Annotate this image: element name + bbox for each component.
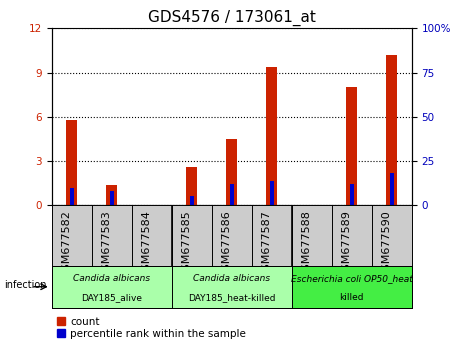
Text: GSM677589: GSM677589 [342,210,352,278]
Title: GDS4576 / 173061_at: GDS4576 / 173061_at [148,9,316,25]
Text: GSM677587: GSM677587 [262,210,272,278]
Bar [110,191,114,205]
Bar [70,188,74,205]
Bar [226,139,237,205]
Text: GSM677584: GSM677584 [142,210,152,278]
Text: GSM677583: GSM677583 [102,210,112,278]
Bar [266,67,277,205]
Bar [386,55,397,205]
Text: GSM677590: GSM677590 [382,210,392,278]
Bar [390,173,394,205]
Legend: count, percentile rank within the sample: count, percentile rank within the sample [57,317,247,339]
Text: Candida albicans: Candida albicans [73,274,150,283]
Text: GSM677586: GSM677586 [222,210,232,278]
Text: GSM677582: GSM677582 [62,210,72,278]
Text: Escherichia coli OP50_heat: Escherichia coli OP50_heat [291,274,413,283]
Bar [292,266,412,308]
Bar [230,184,234,205]
Text: infection: infection [4,280,47,290]
Bar [172,266,292,308]
Text: GSM677585: GSM677585 [182,210,192,278]
Bar [186,167,198,205]
Text: killed: killed [339,293,364,302]
Text: GSM677588: GSM677588 [302,210,312,278]
Bar [52,266,172,308]
Bar [190,196,194,205]
Text: DAY185_alive: DAY185_alive [81,293,142,302]
Bar [346,87,357,205]
Bar [66,120,77,205]
Text: DAY185_heat-killed: DAY185_heat-killed [188,293,275,302]
Bar [106,185,117,205]
Bar [270,181,274,205]
Text: Candida albicans: Candida albicans [193,274,270,283]
Bar [350,184,354,205]
